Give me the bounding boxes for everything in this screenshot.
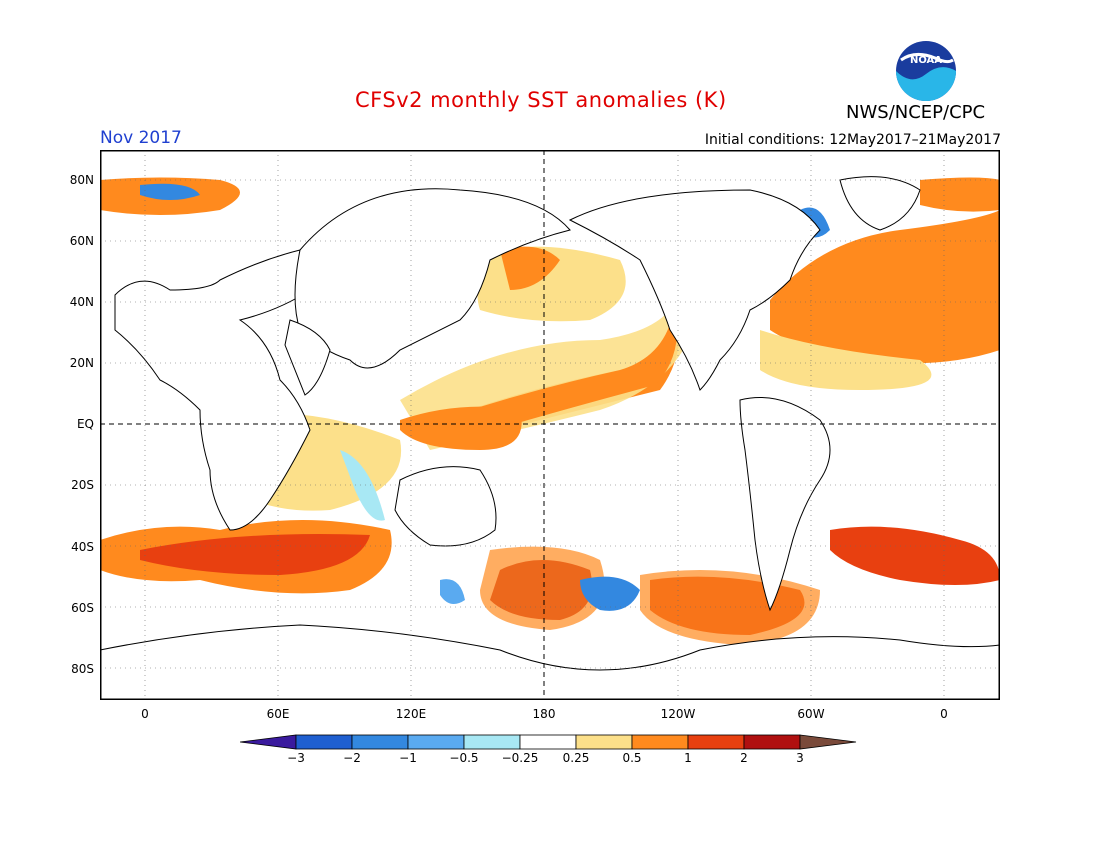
colorbar-tick-label: −2 [343,751,361,765]
logo-text: NOAA [910,55,942,66]
colorbar-segment [519,734,577,750]
southern-ocean-red-2 [140,534,370,575]
lon-label: 0 [940,707,948,721]
lat-label: 20N [69,356,94,370]
reference-lines [100,150,1000,700]
chart-title: CFSv2 monthly SST anomalies (K) [355,88,727,112]
australia-land [394,466,497,547]
lon-label: 60E [266,707,290,721]
colorbar-segment [351,734,409,750]
colorbar-tick-label: 0.25 [562,751,590,765]
greenland-land [839,176,921,231]
colorbar-tick-label: 0.5 [622,751,642,765]
colorbar-tick-label: −1 [399,751,417,765]
lat-label: 80S [71,662,94,676]
graticule [100,150,1000,700]
north-atlantic-warm [770,210,1000,364]
lat-label: 40N [69,295,94,309]
lat-label: 60N [69,234,94,248]
lat-label: EQ [76,417,94,431]
colorbar-segment [743,734,801,750]
lon-label: 120W [660,707,696,721]
colorbar [240,734,857,750]
africa-europe-land [114,249,311,531]
colorbar-arrow-high [799,734,857,750]
anomaly-fields [100,177,1000,645]
india-land [284,319,331,396]
noaa-logo: NOAA [896,41,956,101]
colorbar-tick-label: −0.25 [501,751,539,765]
south-pacific-orange [480,546,605,630]
colorbar-tick-label: 1 [684,751,692,765]
tasman-cool [440,579,465,604]
lon-label: 0 [141,707,149,721]
colorbar-segment [575,734,633,750]
lon-label: 120E [395,707,427,721]
lat-label: 20S [71,478,94,492]
south-america-land [739,397,831,612]
indian-ocean-cool [340,450,385,521]
initial-conditions: Initial conditions: 12May2017–21May2017 [704,132,1001,148]
lat-label: 80N [69,173,94,187]
colorbar-segment [407,734,465,750]
forecast-month: Nov 2017 [100,128,182,148]
colorbar-segment [687,734,745,750]
colorbar-tick-label: 2 [740,751,748,765]
south-pacific-cool [580,576,640,611]
lat-label: 40S [71,540,94,554]
colorbar-tick-label: −0.5 [449,751,479,765]
antarctica-land [100,624,1000,700]
north-america-land [568,189,821,391]
arctic-east-red [920,177,1000,212]
colorbar-segment [631,734,689,750]
lat-label: 60S [71,601,94,615]
lon-label: 60W [797,707,825,721]
south-atlantic-red [830,526,1000,585]
colorbar-segment [463,734,521,750]
arctic-cool [140,183,200,200]
north-atlantic-light [760,330,932,390]
colorbar-tick-label: 3 [796,751,804,765]
land-masses [100,176,1000,700]
north-pacific-orange [500,246,560,290]
lon-label: 180 [532,707,556,721]
colorbar-arrow-low [240,734,297,750]
sst-anomaly-map [100,150,1000,700]
west-pacific-warm [400,406,522,450]
colorbar-segments [240,734,857,750]
colorbar-segment [295,734,353,750]
agency-label: NWS/NCEP/CPC [846,102,986,123]
colorbar-tick-label: −3 [287,751,305,765]
